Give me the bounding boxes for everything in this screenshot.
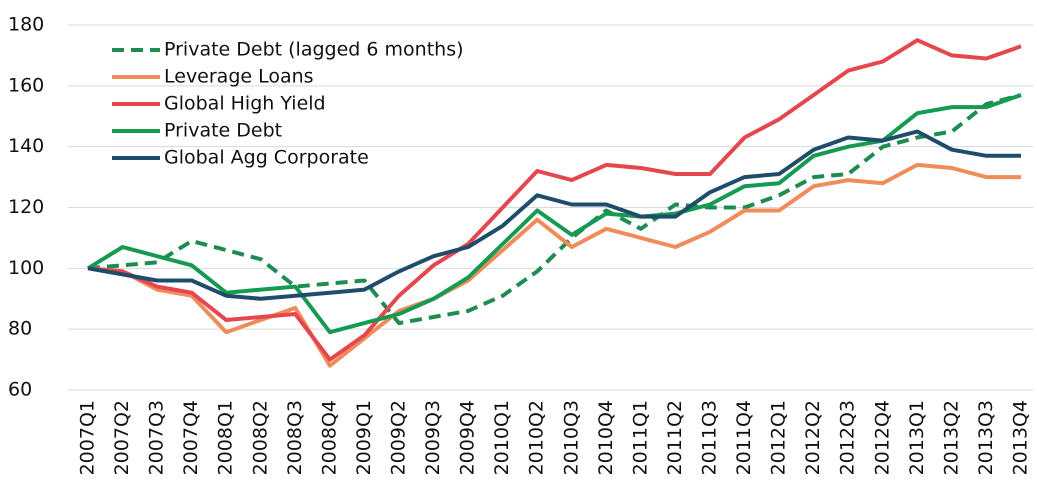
x-tick-label: 2009Q1 [353, 400, 375, 475]
legend-label: Global Agg Corporate [164, 147, 369, 169]
x-tick-label: 2011Q3 [699, 400, 721, 475]
series-line [86, 93, 1022, 335]
x-tick-label: 2008Q4 [318, 400, 340, 475]
x-tick-label: 2011Q1 [629, 400, 651, 475]
series-line [87, 93, 1022, 326]
series-line [87, 162, 1021, 368]
x-tick-label: 2010Q2 [526, 400, 548, 475]
x-tick-label: 2010Q3 [560, 400, 582, 475]
series-line [87, 129, 1021, 301]
y-tick-label: 60 [8, 379, 32, 401]
y-tick-label: 80 [8, 318, 32, 340]
x-tick-label: 2013Q3 [975, 400, 997, 475]
y-tick-label: 160 [8, 74, 44, 96]
x-tick-label: 2007Q1 [77, 400, 99, 475]
y-tick-label: 120 [8, 196, 44, 218]
legend-label: Private Debt [164, 120, 282, 142]
x-tick-label: 2012Q4 [871, 400, 893, 475]
x-tick-label: 2013Q4 [1010, 400, 1032, 475]
x-tick-label: 2007Q3 [146, 400, 168, 475]
x-tick-label: 2011Q2 [664, 400, 686, 475]
legend-label: Global High Yield [164, 93, 326, 115]
series-line [87, 38, 1022, 362]
x-tick-label: 2010Q1 [491, 400, 513, 475]
x-tick-label: 2007Q4 [180, 400, 202, 475]
y-tick-label: 180 [8, 14, 44, 36]
x-tick-label: 2008Q3 [284, 400, 306, 475]
legend-label: Leverage Loans [164, 66, 314, 88]
x-tick-label: 2012Q1 [768, 400, 790, 475]
x-tick-label: 2012Q3 [837, 400, 859, 475]
x-tick-label: 2013Q1 [906, 400, 928, 475]
y-tick-label: 140 [8, 135, 44, 157]
x-tick-label: 2010Q4 [595, 400, 617, 475]
x-tick-label: 2009Q3 [422, 400, 444, 475]
x-tick-label: 2012Q2 [802, 400, 824, 475]
x-tick-label: 2013Q2 [940, 400, 962, 475]
x-tick-label: 2007Q2 [111, 400, 133, 475]
x-tick-label: 2008Q1 [215, 400, 237, 475]
x-tick-label: 2009Q4 [457, 400, 479, 475]
legend-label: Private Debt (lagged 6 months) [164, 39, 464, 61]
x-tick-label: 2009Q2 [388, 400, 410, 475]
x-tick-label: 2011Q4 [733, 400, 755, 475]
x-tick-label: 2008Q2 [249, 400, 271, 475]
y-tick-label: 100 [8, 257, 44, 279]
